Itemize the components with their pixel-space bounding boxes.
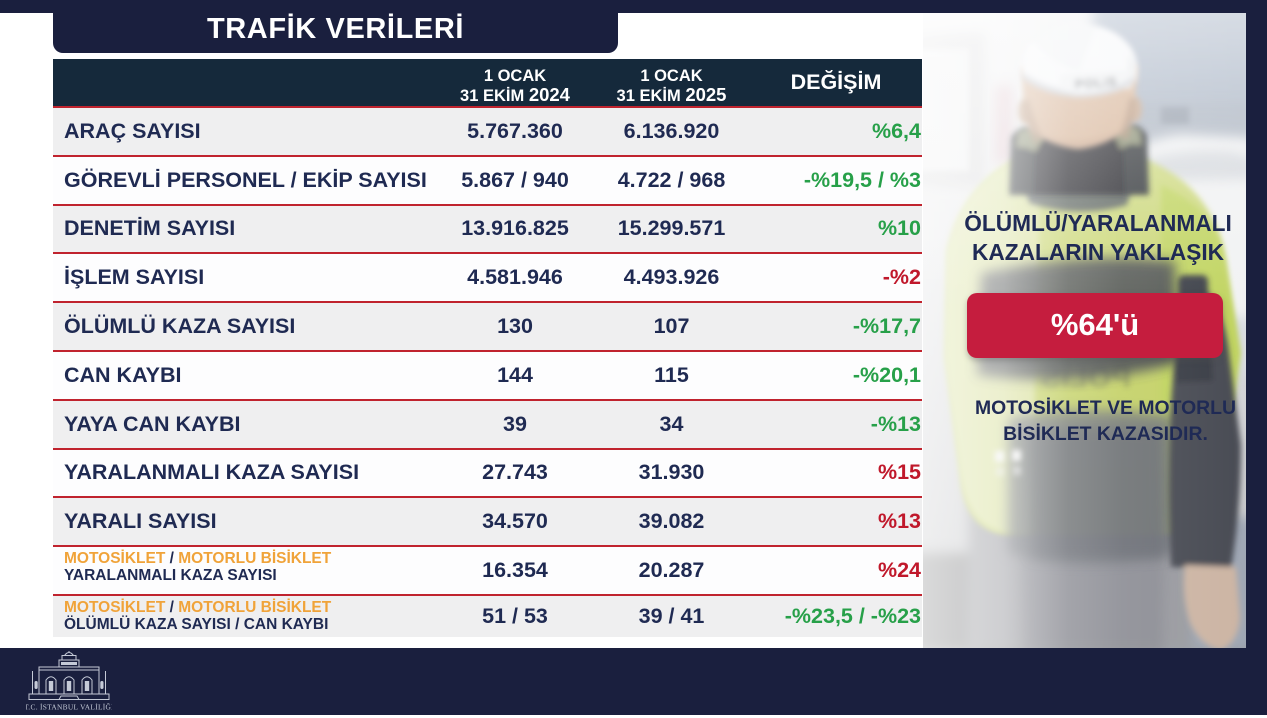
svg-text:T.C. İSTANBUL VALİLİĞİ: T.C. İSTANBUL VALİLİĞİ	[26, 702, 112, 712]
